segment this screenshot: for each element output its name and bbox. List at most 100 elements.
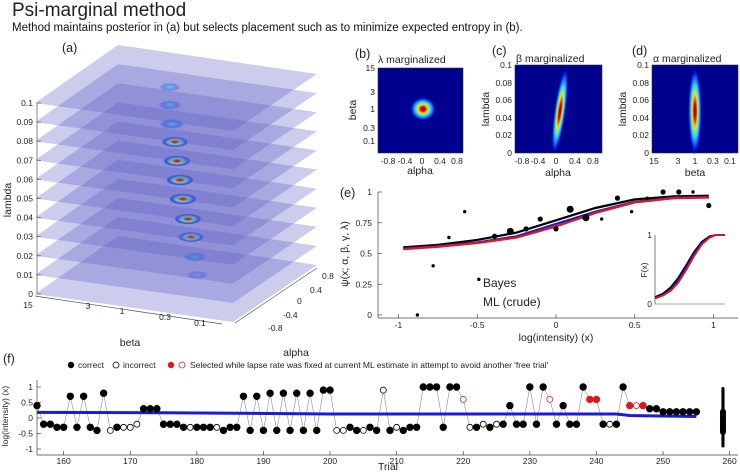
trial-marker-correct bbox=[66, 392, 74, 400]
trial-marker-incorrect bbox=[213, 423, 221, 431]
heatmap-frame bbox=[377, 67, 464, 154]
posterior-blob-1 bbox=[183, 252, 207, 262]
legend-incorrect-marker bbox=[112, 361, 120, 369]
data-point bbox=[491, 233, 498, 239]
posterior-blob-7 bbox=[161, 136, 189, 148]
trial-marker-incorrect bbox=[546, 395, 554, 403]
trial-marker-correct bbox=[439, 423, 447, 431]
x-tick-label: 0 bbox=[420, 156, 425, 166]
trial-marker-correct bbox=[326, 386, 334, 394]
posterior-peak bbox=[410, 97, 436, 121]
trial-marker-correct bbox=[113, 423, 121, 431]
trial-marker-correct bbox=[446, 383, 454, 391]
posterior-blob-4 bbox=[169, 193, 197, 205]
data-point bbox=[431, 264, 435, 268]
trial-marker-correct bbox=[472, 423, 481, 431]
trial-marker-correct bbox=[299, 426, 308, 435]
y-tick-label: 0.5 bbox=[21, 398, 33, 408]
y-tick-label: 0.1 bbox=[637, 60, 649, 70]
legend-bayes: Bayes bbox=[483, 276, 516, 290]
trial-marker-correct bbox=[159, 420, 168, 428]
x-tick-label: 240 bbox=[589, 456, 603, 466]
trial-marker-correct bbox=[46, 420, 55, 428]
x-tick-label: 250 bbox=[656, 456, 670, 466]
trial-marker-incorrect bbox=[466, 423, 474, 431]
y-tick-label: 0 bbox=[644, 148, 649, 158]
trial-marker-incorrect bbox=[606, 420, 614, 428]
trial-marker-correct bbox=[193, 423, 201, 431]
y-tick-label: 0.25 bbox=[355, 279, 372, 289]
trial-marker-incorrect bbox=[379, 386, 387, 394]
y-tick-label: 0.08 bbox=[495, 78, 512, 88]
panel-c-title: β marginalized bbox=[516, 53, 585, 65]
panel-a-xlabel: beta bbox=[120, 337, 141, 349]
posterior-blob-5 bbox=[166, 174, 194, 186]
x-tick-label: 1 bbox=[693, 156, 698, 166]
trial-marker-correct bbox=[372, 426, 381, 435]
trial-marker-correct bbox=[286, 426, 294, 435]
posterior-peak bbox=[551, 67, 569, 155]
alpha-tick-label: -0.8 bbox=[268, 323, 283, 333]
posterior-blob-2 bbox=[178, 231, 204, 243]
trial-marker-correct bbox=[33, 401, 41, 410]
panel-b-xlabel: alpha bbox=[407, 165, 433, 177]
trial-marker-correct bbox=[692, 408, 701, 416]
trial-marker-correct bbox=[639, 401, 647, 410]
trial-marker-correct bbox=[419, 383, 427, 391]
trial-marker-correct bbox=[179, 423, 188, 431]
x-tick-label: 0.3 bbox=[707, 156, 719, 166]
trial-marker-incorrect bbox=[106, 426, 114, 434]
y-tick-label: 3 bbox=[370, 87, 375, 97]
trial-marker-incorrect bbox=[633, 402, 640, 410]
data-point bbox=[553, 226, 559, 232]
trial-marker-correct bbox=[319, 386, 328, 394]
trial-marker-correct bbox=[412, 423, 421, 431]
trial-marker-incorrect bbox=[493, 420, 500, 428]
panel-d-heatmap: 15 3 1 0.3 0.1 0 0.02 0.04 0.06 0.08 0.1 bbox=[632, 60, 739, 166]
x-tick-label: 170 bbox=[123, 456, 137, 466]
alpha-tick-label: -0.4 bbox=[283, 310, 298, 320]
x-tick-label: 15 bbox=[649, 156, 659, 166]
beta-tick-label: 15 bbox=[23, 300, 33, 310]
panel-b-title: λ marginalized bbox=[378, 54, 446, 66]
trial-marker-correct bbox=[86, 423, 94, 431]
trial-marker-correct bbox=[592, 395, 601, 404]
y-tick-label: 0.3 bbox=[363, 123, 375, 133]
panel-e-label: (e) bbox=[340, 186, 355, 200]
x-tick-label: 0.4 bbox=[434, 156, 446, 166]
data-point bbox=[629, 209, 634, 214]
heatmap-frame bbox=[651, 64, 739, 154]
data-point bbox=[462, 209, 467, 214]
lambda-tick-label: 0.07 bbox=[16, 155, 33, 165]
x-tick-label: 0.8 bbox=[587, 156, 599, 166]
posterior-peak bbox=[688, 67, 702, 155]
legend-fixed-incorrect-marker bbox=[178, 361, 186, 369]
legend-incorrect: incorrect bbox=[123, 360, 156, 370]
trial-marker-correct bbox=[226, 423, 234, 431]
y-tick-label: 0.1 bbox=[500, 60, 512, 70]
trial-marker-incorrect bbox=[120, 423, 127, 431]
trial-marker-correct bbox=[352, 426, 361, 435]
trial-marker-correct bbox=[306, 389, 314, 397]
panel-a-3d-slices: 0 0.01 0.02 0.03 0.04 0.05 0.06 0.07 0.08 0.09 0.1… bbox=[16, 45, 334, 333]
trial-marker-incorrect bbox=[359, 426, 367, 434]
trial-marker-correct bbox=[153, 405, 161, 413]
trial-marker-correct bbox=[199, 423, 208, 431]
trial-marker-correct bbox=[599, 420, 607, 428]
x-tick-label: 0 bbox=[554, 320, 559, 330]
panel-a-ylabel: alpha bbox=[283, 347, 309, 359]
y-tick-label: 0.06 bbox=[495, 95, 512, 105]
trial-marker-correct bbox=[452, 383, 461, 391]
y-tick-label: 0.04 bbox=[632, 113, 649, 123]
trial-marker-incorrect bbox=[339, 426, 347, 434]
trial-marker-correct bbox=[685, 408, 694, 416]
trial-marker-correct bbox=[73, 423, 81, 431]
panel-c-heatmap: -0.8 -0.4 0 0.4 0.8 0 0.02 0.04 0.06 0.08 0.1 bbox=[495, 60, 603, 166]
trial-marker-correct bbox=[486, 423, 494, 431]
lambda-tick-label: 0.01 bbox=[16, 270, 33, 280]
y-tick-label: -1 bbox=[25, 444, 33, 454]
y-tick-label: 0.1 bbox=[363, 136, 375, 146]
trial-marker-incorrect bbox=[333, 426, 341, 434]
x-tick-label: -0.4 bbox=[531, 156, 546, 166]
trial-marker-correct bbox=[519, 420, 527, 428]
